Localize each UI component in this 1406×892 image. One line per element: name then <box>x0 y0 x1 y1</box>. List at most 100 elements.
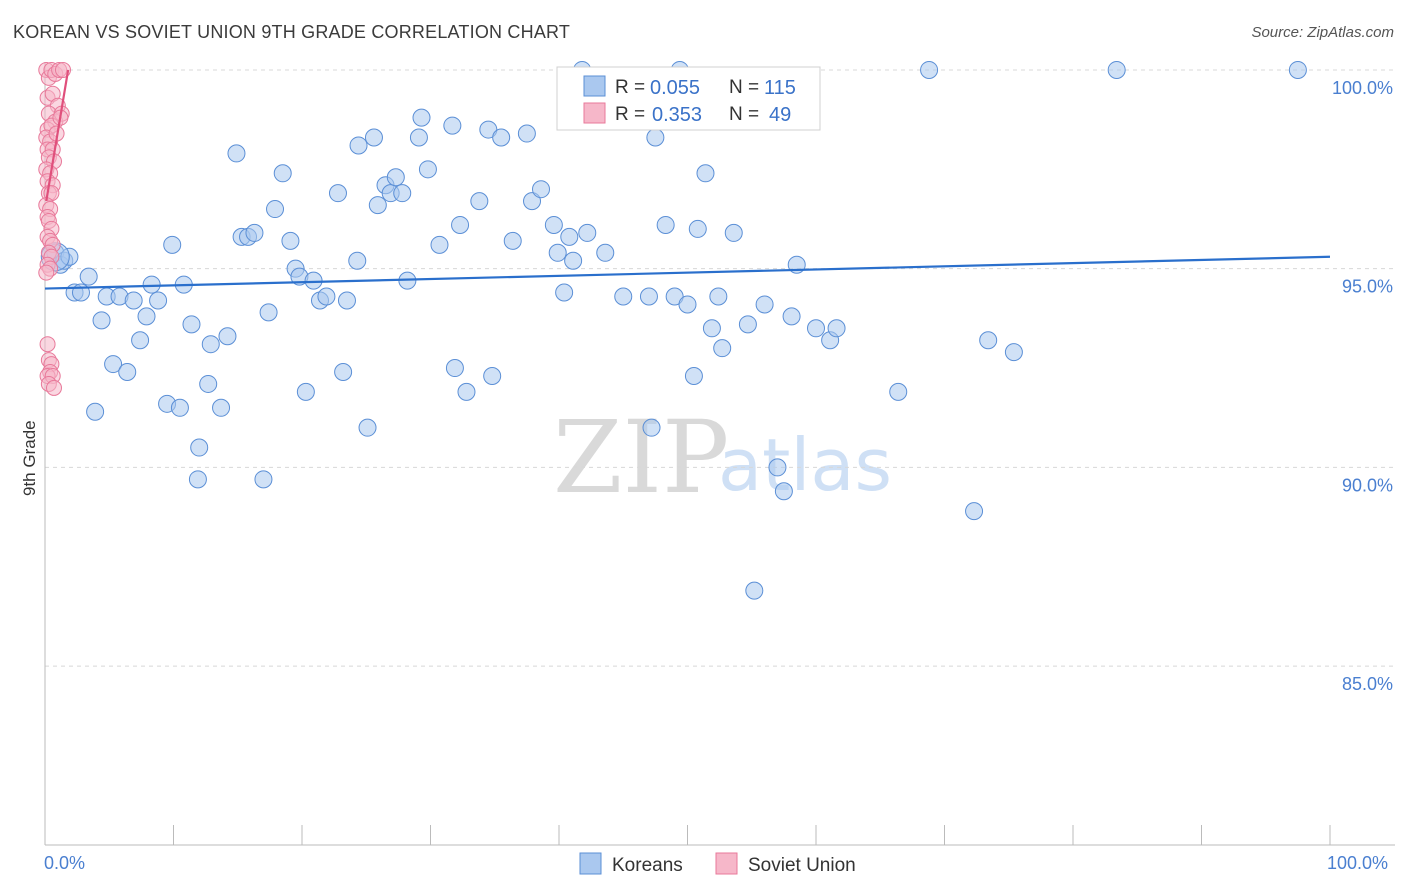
korean-point <box>979 331 998 350</box>
korean-point <box>745 581 764 600</box>
soviet-point <box>38 264 55 281</box>
bottom-legend: Koreans Soviet Union <box>579 852 856 876</box>
korean-point <box>782 307 801 326</box>
korean-point <box>738 315 757 334</box>
korean-point <box>1107 60 1126 79</box>
korean-point <box>259 303 278 322</box>
korean-point <box>212 398 231 417</box>
korean-point <box>304 271 323 290</box>
korean-point <box>199 374 218 393</box>
korean-point <box>702 319 721 338</box>
x-tick-min: 0.0% <box>44 853 85 873</box>
korean-point <box>227 144 246 163</box>
korean-point <box>560 227 579 246</box>
korean-point <box>349 136 368 155</box>
chart-title: KOREAN VS SOVIET UNION 9TH GRADE CORRELA… <box>13 22 571 42</box>
korean-point <box>412 108 431 127</box>
korean-point <box>1288 60 1307 79</box>
korean-point <box>523 192 542 211</box>
korean-point <box>503 231 522 250</box>
legend-r-label-soviet: R = <box>615 104 645 125</box>
korean-point <box>614 287 633 306</box>
bottom-legend-koreans: Koreans <box>612 855 683 876</box>
legend-r-label-koreans: R = <box>615 77 645 98</box>
korean-point <box>409 128 428 147</box>
legend-r-value-koreans: 0.055 <box>650 77 700 99</box>
korean-point <box>457 382 476 401</box>
bottom-legend-swatch-koreans <box>579 852 602 875</box>
korean-point <box>445 359 464 378</box>
korean-point <box>334 363 353 382</box>
legend-n-value-koreans: 115 <box>764 77 796 99</box>
legend-n-label-soviet: N = <box>729 104 759 125</box>
legend-swatch-soviet <box>583 102 606 124</box>
korean-point <box>328 184 347 203</box>
korean-point <box>920 60 939 79</box>
korean-point <box>137 307 156 326</box>
korean-point <box>827 319 846 338</box>
korean-point <box>688 219 707 238</box>
korean-point <box>92 311 111 330</box>
grid <box>45 69 1395 667</box>
watermark-atlas: atlas <box>718 423 892 507</box>
y-tick-label: 85.0% <box>1342 674 1393 694</box>
korean-point <box>492 128 511 147</box>
korean-point <box>665 287 684 306</box>
korean-point <box>1004 343 1023 362</box>
bottom-legend-soviet: Soviet Union <box>748 855 856 876</box>
korean-trend-line <box>44 255 1331 290</box>
korean-point <box>470 192 489 211</box>
korean-point <box>642 418 661 437</box>
korean-point <box>544 215 563 234</box>
korean-point <box>131 331 150 350</box>
soviet-point <box>45 379 62 396</box>
korean-point <box>578 223 597 242</box>
source-label: Source: ZipAtlas.com <box>1251 24 1394 41</box>
korean-point <box>163 235 182 254</box>
korean-point <box>266 200 285 219</box>
korean-point <box>296 382 315 401</box>
korean-point <box>254 470 273 489</box>
korean-point <box>596 243 615 262</box>
korean-point <box>281 231 300 250</box>
trend-lines <box>44 69 1331 290</box>
korean-point <box>104 355 123 374</box>
korean-point <box>724 223 743 242</box>
legend-swatch-koreans <box>583 75 606 97</box>
korean-point <box>368 196 387 215</box>
soviet-trend-line <box>45 69 70 202</box>
korean-point <box>965 502 984 521</box>
korean-point <box>418 160 437 179</box>
korean-point <box>190 438 209 457</box>
korean-point <box>684 366 703 385</box>
korean-point <box>364 128 383 147</box>
korean-point <box>646 128 665 147</box>
korean-point <box>696 164 715 183</box>
korean-point <box>430 235 449 254</box>
korean-point <box>713 339 732 358</box>
korean-point <box>443 116 462 135</box>
korean-point <box>149 291 168 310</box>
bottom-legend-swatch-soviet <box>715 852 738 875</box>
y-tick-labels: 85.0% 90.0% 95.0% 100.0% <box>1332 78 1393 694</box>
korean-point <box>639 287 658 306</box>
korean-point <box>483 366 502 385</box>
korean-point <box>201 335 220 354</box>
korean-point <box>517 124 536 143</box>
y-tick-label: 90.0% <box>1342 475 1393 495</box>
korean-point <box>86 402 105 421</box>
legend-n-value-soviet: 49 <box>769 104 791 126</box>
korean-point <box>564 251 583 270</box>
korean-point <box>142 275 161 294</box>
korean-point <box>218 327 237 346</box>
korean-point <box>337 291 356 310</box>
korean-point <box>348 251 367 270</box>
korean-point <box>768 458 787 477</box>
korean-point <box>709 287 728 306</box>
korean-point <box>118 363 137 382</box>
korean-point <box>678 295 697 314</box>
korean-point <box>170 398 189 417</box>
korean-point <box>807 319 825 338</box>
korean-point <box>317 287 336 306</box>
